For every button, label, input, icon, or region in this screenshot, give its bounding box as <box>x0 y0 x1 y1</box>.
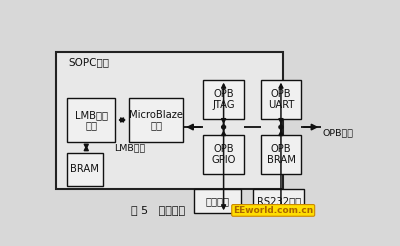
Text: SOPC系统: SOPC系统 <box>69 58 110 68</box>
Text: OPB: OPB <box>271 144 291 154</box>
Bar <box>67 98 115 142</box>
Text: 内核: 内核 <box>150 120 162 130</box>
Text: LMB总线: LMB总线 <box>74 110 108 120</box>
Text: OPB总线: OPB总线 <box>323 128 354 137</box>
Bar <box>261 80 301 120</box>
Text: OPB: OPB <box>213 144 234 154</box>
Bar <box>204 80 244 120</box>
Bar <box>253 189 304 213</box>
Text: EEworld.com.cn: EEworld.com.cn <box>233 206 313 215</box>
Text: MicroBlaze: MicroBlaze <box>129 110 183 120</box>
Bar <box>56 52 282 189</box>
Text: UART: UART <box>268 100 294 110</box>
Text: OPB: OPB <box>271 89 291 99</box>
Text: GPIO: GPIO <box>212 155 236 165</box>
Text: OPB: OPB <box>213 89 234 99</box>
Bar <box>204 135 244 174</box>
Text: JTAG: JTAG <box>212 100 235 110</box>
Bar <box>129 98 183 142</box>
Text: BRAM: BRAM <box>266 155 295 165</box>
Bar <box>261 135 301 174</box>
Text: 图 5   系统框图: 图 5 系统框图 <box>132 205 186 215</box>
Bar <box>194 189 241 213</box>
Text: 调试接口: 调试接口 <box>206 196 230 206</box>
Bar <box>67 153 103 186</box>
Text: 接口: 接口 <box>85 120 97 130</box>
Text: BRAM: BRAM <box>70 164 99 174</box>
Text: RS232接口: RS232接口 <box>256 196 301 206</box>
Text: LMB总线: LMB总线 <box>114 143 146 152</box>
